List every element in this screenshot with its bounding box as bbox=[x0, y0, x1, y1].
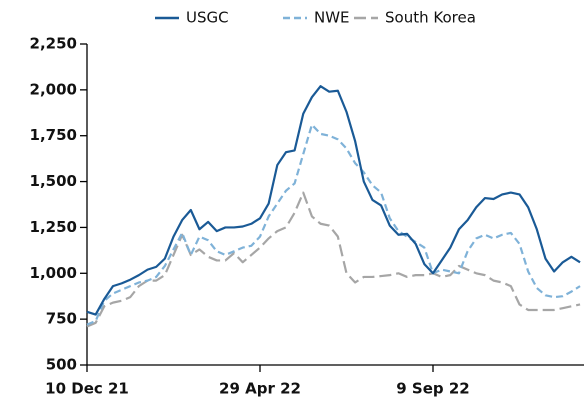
x-tick-label: 9 Sep 22 bbox=[396, 380, 469, 398]
x-tick-label: 10 Dec 21 bbox=[45, 380, 129, 398]
x-tick-label: 29 Apr 22 bbox=[219, 380, 301, 398]
legend-label: NWE bbox=[314, 9, 350, 27]
series-line bbox=[86, 85, 581, 316]
series-line bbox=[86, 191, 581, 328]
y-tick-label: 1,750 bbox=[30, 126, 77, 144]
y-tick-label: 500 bbox=[46, 356, 77, 374]
series-line bbox=[86, 123, 581, 326]
y-tick-label: 750 bbox=[46, 310, 77, 328]
legend-label: South Korea bbox=[385, 9, 476, 27]
plot-area bbox=[86, 85, 581, 328]
axes: 500 750 1,000 1,250 1,500 1,750 2,000 2,250 10 D… bbox=[30, 35, 584, 398]
y-tick-label: 1,500 bbox=[30, 172, 77, 190]
y-tick-label: 2,000 bbox=[30, 80, 77, 98]
legend: USGC NWE South Korea bbox=[155, 9, 476, 27]
legend-label: USGC bbox=[186, 9, 229, 27]
y-tick-label: 2,250 bbox=[30, 35, 77, 53]
y-tick-label: 1,000 bbox=[30, 264, 77, 282]
y-tick-label: 1,250 bbox=[30, 218, 77, 236]
